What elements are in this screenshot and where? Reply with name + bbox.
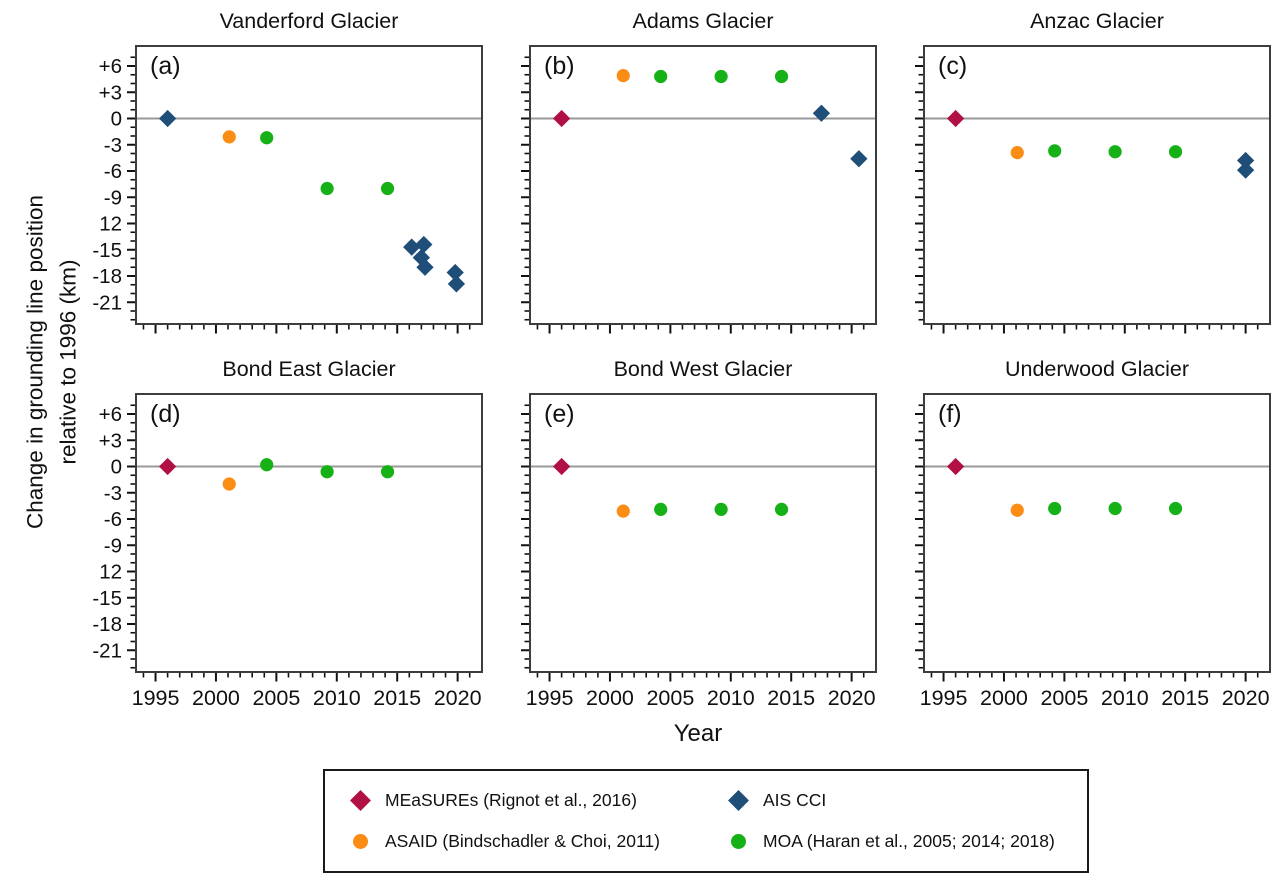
legend-row: MEaSUREs (Rignot et al., 2016) AIS CCI	[349, 789, 1087, 812]
panel-f: Underwood Glacier 1995 2000 2005 2010 2015 20…	[915, 357, 1271, 710]
svg-text:2015: 2015	[1161, 686, 1209, 710]
plot-area-b	[521, 45, 877, 334]
asaid-circle-icon	[353, 834, 368, 849]
plot-area-d: +6 +3 0 -3 -6 -9 12 -15 -18 -21 1995 2000 2005 2010 20…	[92, 393, 483, 710]
panel-letter: (f)	[938, 400, 962, 428]
svg-text:+6: +6	[99, 55, 122, 78]
panel-b: Adams Glacier (b)	[521, 9, 877, 334]
svg-text:2010: 2010	[313, 686, 361, 710]
plot-area-c	[915, 45, 1271, 334]
panel-letter: (b)	[544, 52, 575, 80]
svg-text:1995: 1995	[920, 686, 968, 710]
panel-c: Anzac Glacier (c)	[915, 9, 1271, 334]
panel-a: Vanderford Glacier +6 +3 0 -3 -6 -9 12 -15 -18 -2…	[92, 9, 483, 334]
legend-label: ASAID (Bindschadler & Choi, 2011)	[385, 831, 660, 851]
svg-text:-18: -18	[92, 265, 122, 288]
svg-text:+3: +3	[99, 81, 122, 104]
svg-text:12: 12	[99, 561, 122, 584]
panel-letter: (d)	[150, 400, 181, 428]
svg-text:1995: 1995	[526, 686, 574, 710]
svg-text:-3: -3	[104, 134, 122, 157]
aiscci-diamond-icon	[728, 790, 749, 811]
svg-text:-21: -21	[92, 639, 122, 662]
legend-label: MEaSUREs (Rignot et al., 2016)	[385, 790, 637, 810]
svg-text:2015: 2015	[373, 686, 421, 710]
svg-text:-21: -21	[92, 291, 122, 314]
legend-item-measures: MEaSUREs (Rignot et al., 2016)	[349, 789, 727, 812]
svg-text:+3: +3	[99, 429, 122, 452]
svg-text:1995: 1995	[132, 686, 180, 710]
legend-item-asaid: ASAID (Bindschadler & Choi, 2011)	[349, 830, 727, 853]
y-axis-label-line2: relative to 1996 (km)	[55, 259, 80, 465]
panel-title: Vanderford Glacier	[219, 9, 399, 33]
svg-text:12: 12	[99, 213, 122, 236]
plot-area-a: +6 +3 0 -3 -6 -9 12 -15 -18 -21	[92, 45, 483, 334]
legend-box: MEaSUREs (Rignot et al., 2016) AIS CCI A…	[323, 769, 1089, 873]
y-axis-label-line1: Change in grounding line position	[22, 195, 48, 529]
panel-title: Adams Glacier	[632, 9, 774, 33]
legend-item-moa: MOA (Haran et al., 2005; 2014; 2018)	[727, 830, 1055, 853]
svg-text:2020: 2020	[434, 686, 482, 710]
measures-diamond-icon	[350, 790, 371, 811]
svg-text:0: 0	[111, 108, 122, 131]
svg-text:-9: -9	[104, 534, 122, 557]
svg-text:2005: 2005	[252, 686, 300, 710]
svg-text:-6: -6	[104, 160, 122, 183]
svg-text:-9: -9	[104, 186, 122, 209]
panel-letter: (a)	[150, 52, 181, 80]
panel-letter: (c)	[938, 52, 968, 80]
panel-letter: (e)	[544, 400, 575, 428]
svg-text:2005: 2005	[1040, 686, 1088, 710]
svg-text:2020: 2020	[828, 686, 876, 710]
svg-text:2015: 2015	[767, 686, 815, 710]
svg-text:2000: 2000	[586, 686, 634, 710]
legend-label: MOA (Haran et al., 2005; 2014; 2018)	[763, 831, 1055, 851]
svg-text:-18: -18	[92, 613, 122, 636]
legend-label: AIS CCI	[763, 790, 827, 810]
svg-text:2010: 2010	[1101, 686, 1149, 710]
legend-item-aiscci: AIS CCI	[727, 789, 826, 812]
panel-title: Bond West Glacier	[613, 357, 793, 381]
svg-text:-6: -6	[104, 508, 122, 531]
plot-area-e: 1995 2000 2005 2010 2015 2020	[521, 393, 877, 710]
svg-text:2000: 2000	[980, 686, 1028, 710]
svg-text:+6: +6	[99, 403, 122, 426]
svg-text:2005: 2005	[646, 686, 694, 710]
svg-text:-15: -15	[92, 587, 122, 610]
x-axis-label: Year	[673, 720, 723, 747]
panel-title: Anzac Glacier	[1030, 9, 1164, 33]
svg-text:2010: 2010	[707, 686, 755, 710]
panel-title: Underwood Glacier	[1004, 357, 1190, 381]
panel-title: Bond East Glacier	[222, 357, 396, 381]
svg-text:2000: 2000	[192, 686, 240, 710]
svg-text:0: 0	[111, 456, 122, 479]
svg-text:-15: -15	[92, 239, 122, 262]
svg-text:2020: 2020	[1222, 686, 1270, 710]
panel-e: Bond West Glacier 1995 2000 2005 2010 2015 20…	[521, 357, 877, 710]
panel-d: Bond East Glacier +6 +3 0 -3 -6 -9 12 -15 -18 -21…	[92, 357, 483, 710]
svg-text:-3: -3	[104, 482, 122, 505]
legend-row: ASAID (Bindschadler & Choi, 2011) MOA (H…	[349, 830, 1087, 853]
plot-area-f: 1995 2000 2005 2010 2015 2020	[915, 393, 1271, 710]
moa-circle-icon	[731, 834, 746, 849]
